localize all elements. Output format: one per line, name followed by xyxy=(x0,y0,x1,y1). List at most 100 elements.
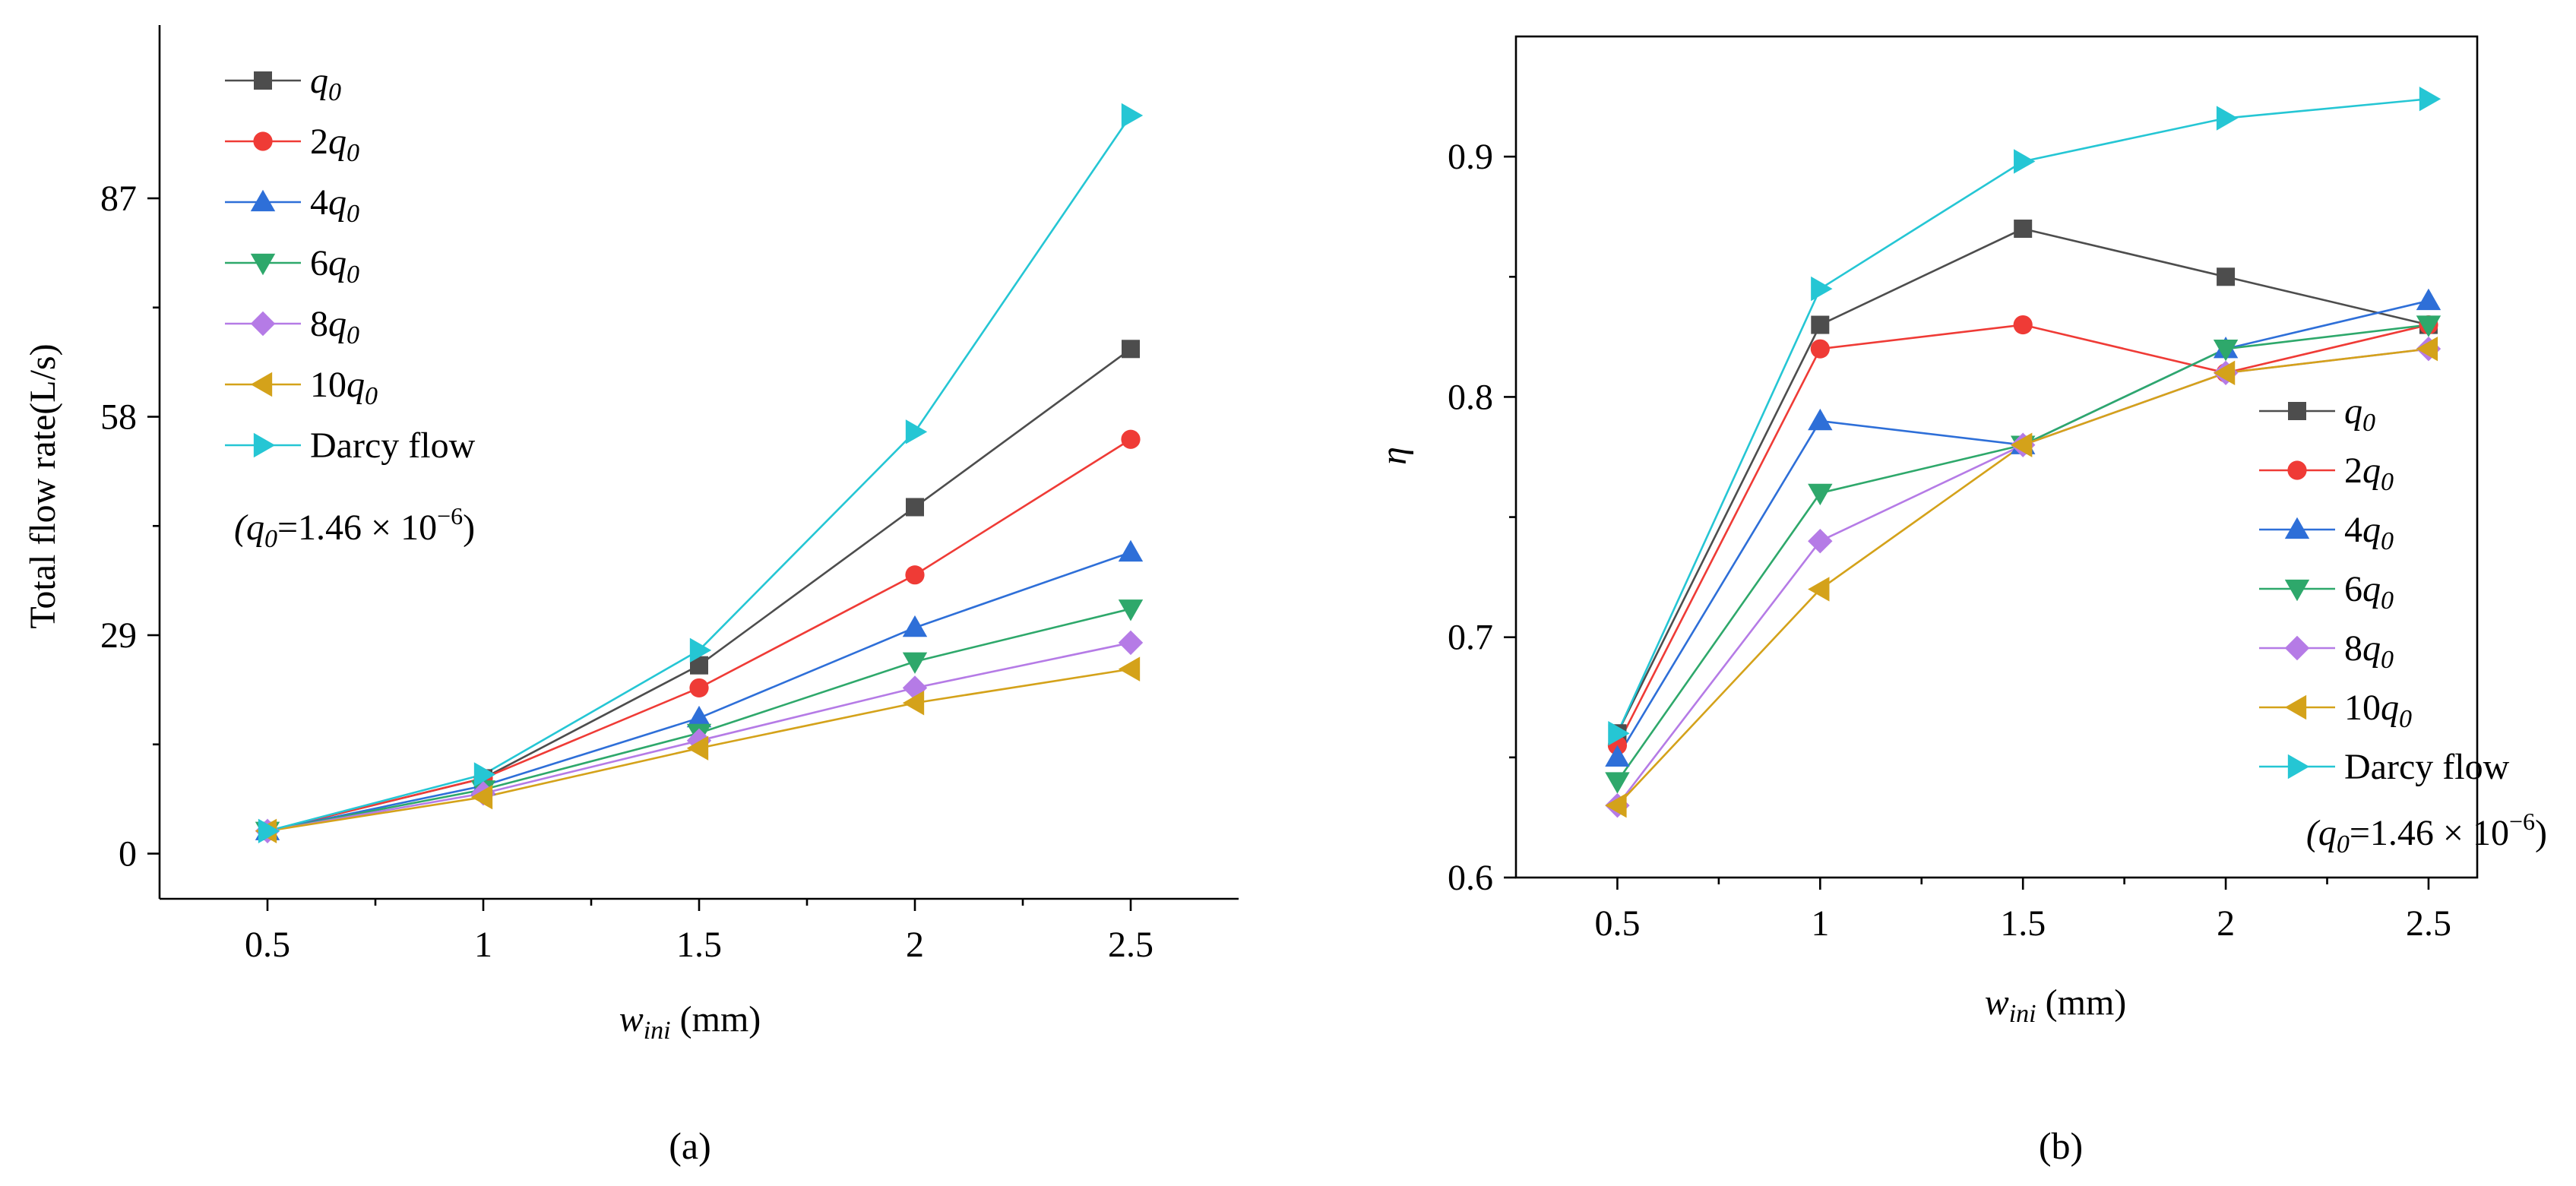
panel-b-data-point-10q0 xyxy=(1605,792,1627,818)
panel-a-data-point-4q0 xyxy=(686,705,712,728)
panel-b-x-tick-label: 2 xyxy=(2217,903,2235,944)
panel-a-data-point-10q0 xyxy=(1118,656,1141,682)
panel-a-data-point-q0 xyxy=(1122,340,1140,359)
panel-b-data-point-10q0 xyxy=(2010,432,2033,457)
panel-a-data-point-4q0 xyxy=(1118,539,1144,562)
legend-marker xyxy=(2287,460,2307,480)
legend-marker xyxy=(253,131,273,151)
legend-marker xyxy=(250,311,276,337)
panel-a-data-point-darcy-flow xyxy=(905,419,928,444)
panel-b-y-axis-title: η xyxy=(1374,447,1414,465)
panel-a-data-point-q0 xyxy=(906,498,924,517)
legend-marker xyxy=(2287,754,2310,780)
legend-label-2q0: 2q0 xyxy=(2344,451,2394,496)
legend-marker xyxy=(2284,517,2310,539)
panel-a-legend-note: (q0=1.46 × 10−6) xyxy=(234,502,475,553)
panel-a-flow-rate-chart: 0.5 1 1.5 2 2.5 0 29 58 87 wini (mm) Total flow ra… xyxy=(23,25,1239,1045)
panel-b-data-point-10q0 xyxy=(2213,360,2236,385)
panel-b-data-point-4q0 xyxy=(2416,288,2442,311)
panel-b-y-tick-label: 0.9 xyxy=(1448,137,1493,177)
legend-marker xyxy=(254,71,272,90)
panel-b-data-point-darcy-flow xyxy=(2419,87,2442,112)
legend-label-6q0: 6q0 xyxy=(2344,569,2394,615)
panel-a-y-tick-label: 29 xyxy=(100,615,137,656)
panel-a-x-tick-label: 1 xyxy=(474,925,492,965)
legend-label-10q0: 10q0 xyxy=(310,365,378,410)
legend-label-4q0: 4q0 xyxy=(2344,510,2394,555)
panel-b-data-point-6q0 xyxy=(1605,772,1630,794)
panel-b-x-tick-label: 2.5 xyxy=(2406,903,2451,944)
panel-b-plot-frame xyxy=(1514,35,2479,879)
panel-b-y-tick-label: 0.6 xyxy=(1448,858,1493,898)
panel-a-data-point-darcy-flow xyxy=(258,818,280,843)
panel-a-series-line-2q0 xyxy=(267,438,1131,833)
panel-a-y-tick-label: 87 xyxy=(100,179,137,219)
panel-a-data-point-2q0 xyxy=(905,565,925,585)
panel-b-x-tick-label: 0.5 xyxy=(1594,903,1640,944)
panel-a-data-point-darcy-flow xyxy=(1121,103,1144,128)
legend-label-q0: q0 xyxy=(310,61,341,106)
panel-b-legend-note: (q0=1.46 × 10−6) xyxy=(2306,808,2547,859)
legend-label-6q0: 6q0 xyxy=(310,243,359,289)
panel-a-y-tick-label: 58 xyxy=(100,397,137,438)
panel-a-x-axis-title: wini (mm) xyxy=(619,999,761,1045)
panel-a-label: (a) xyxy=(669,1124,711,1167)
legend-marker xyxy=(2284,579,2310,602)
legend-marker xyxy=(250,189,276,212)
panel-b-data-point-q0 xyxy=(1811,315,1830,334)
panel-b-label: (b) xyxy=(2039,1124,2083,1167)
panel-b-series-line-6q0 xyxy=(1616,324,2429,783)
panel-b-data-point-6q0 xyxy=(2416,315,2442,337)
panel-a-data-point-10q0 xyxy=(902,691,925,716)
panel-a-data-point-darcy-flow xyxy=(473,762,496,787)
panel-a-data-point-darcy-flow xyxy=(689,637,712,663)
panel-a-data-point-10q0 xyxy=(686,735,709,761)
panel-b-data-point-q0 xyxy=(2014,220,2033,239)
panel-a-series-line-q0 xyxy=(267,348,1131,833)
panel-a-y-tick-label: 0 xyxy=(119,834,137,874)
panel-b-series-line-8q0 xyxy=(1616,347,2429,806)
panel-a-data-point-6q0 xyxy=(1118,599,1144,621)
legend-marker xyxy=(250,372,273,397)
panel-b-data-point-darcy-flow xyxy=(1811,276,1833,302)
panel-b-data-point-6q0 xyxy=(2213,340,2239,362)
panel-b-data-point-2q0 xyxy=(1810,339,1830,359)
legend-label-8q0: 8q0 xyxy=(2344,628,2394,674)
panel-a-y-axis-title: Total flow rate(L/s) xyxy=(23,343,63,628)
panel-a-x-tick-label: 2.5 xyxy=(1108,925,1154,965)
panel-b-data-point-8q0 xyxy=(1808,529,1833,554)
legend-label-darcy-flow: Darcy flow xyxy=(2344,747,2510,787)
panel-b-data-point-10q0 xyxy=(1808,577,1830,602)
panel-b-legend: q0 2q0 4q0 6q0 8q0 10q0 Darcy flow (q0=1.46 × 1… xyxy=(2259,391,2547,859)
panel-b-data-point-2q0 xyxy=(2013,315,2033,335)
legend-label-4q0: 4q0 xyxy=(310,182,359,228)
legend-marker xyxy=(250,253,276,276)
panel-a-data-point-10q0 xyxy=(470,784,493,810)
panel-a-x-tick-label: 1.5 xyxy=(676,925,722,965)
panel-b-y-tick-label: 0.8 xyxy=(1448,377,1493,417)
panel-b-x-tick-label: 1 xyxy=(1811,903,1829,944)
panel-b-data-point-q0 xyxy=(2217,267,2236,286)
panel-b-y-tick-label: 0.7 xyxy=(1448,618,1493,658)
panel-b-x-axis-title: wini (mm) xyxy=(1985,982,2127,1028)
legend-label-8q0: 8q0 xyxy=(310,304,359,349)
panel-b-x-tick-label: 1.5 xyxy=(2000,903,2046,944)
panel-a-data-point-4q0 xyxy=(902,615,928,637)
legend-marker xyxy=(253,432,276,458)
panel-b-eta-chart: 0.5 1 1.5 2 2.5 0.6 0.7 0.8 0.9 wini (mm) η q0 2q0 4q… xyxy=(1374,35,2547,1028)
legend-marker xyxy=(2284,694,2307,720)
panel-a-data-point-8q0 xyxy=(1118,630,1144,656)
panel-b-data-point-4q0 xyxy=(1808,408,1833,431)
panel-b-series-line-q0 xyxy=(1616,227,2429,734)
panel-b-series-line-10q0 xyxy=(1616,347,2429,807)
legend-marker xyxy=(2284,635,2310,661)
panel-b-data-point-darcy-flow xyxy=(2216,106,2239,131)
legend-marker xyxy=(2288,402,2306,420)
panel-a-x-tick-label: 2 xyxy=(906,925,924,965)
panel-a-data-point-6q0 xyxy=(902,652,928,674)
panel-a-data-point-2q0 xyxy=(689,678,709,698)
legend-label-10q0: 10q0 xyxy=(2344,688,2412,733)
panel-a-x-tick-label: 0.5 xyxy=(245,925,290,965)
panel-b-data-point-darcy-flow xyxy=(1608,721,1630,746)
